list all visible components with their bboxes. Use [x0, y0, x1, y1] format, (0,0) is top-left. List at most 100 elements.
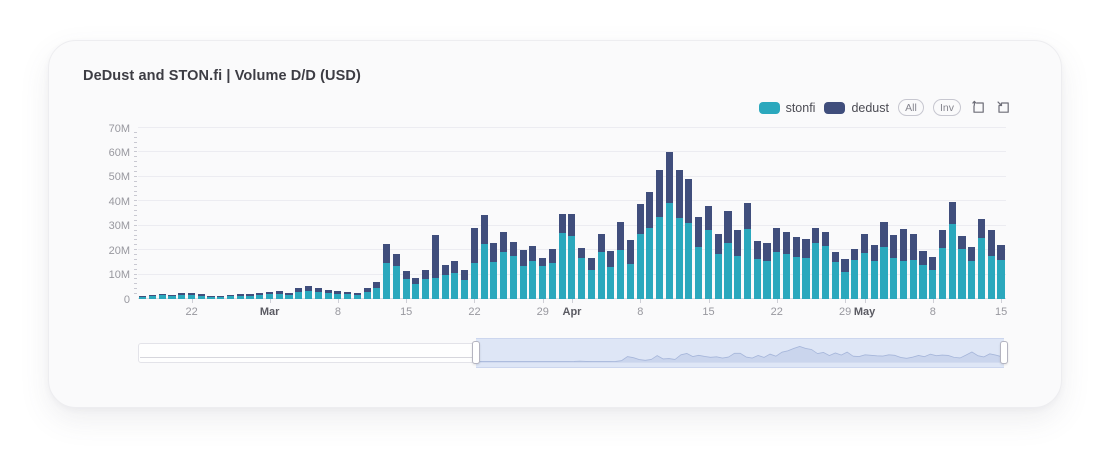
datazoom-left-handle[interactable] [471, 341, 480, 364]
bar-apr-17[interactable] [724, 211, 732, 299]
bar-feb-20[interactable] [168, 294, 176, 299]
bar-apr-24[interactable] [792, 236, 800, 299]
bar-apr-11[interactable] [665, 151, 673, 299]
bar-feb-25[interactable] [217, 295, 225, 299]
bar-feb-24[interactable] [207, 295, 215, 299]
bar-mar-23[interactable] [480, 215, 488, 299]
bar-apr-29[interactable] [841, 259, 849, 299]
bar-apr-13[interactable] [685, 179, 693, 299]
bar-may-14[interactable] [987, 230, 995, 299]
bar-mar-26[interactable] [509, 242, 517, 299]
bar-apr-16[interactable] [714, 234, 722, 299]
bar-mar-27[interactable] [519, 250, 527, 299]
bar-may-7[interactable] [919, 251, 927, 299]
bar-mar-9[interactable] [344, 291, 352, 299]
bar-apr-15[interactable] [704, 206, 712, 299]
bar-mar-11[interactable] [363, 287, 371, 299]
bar-mar-13[interactable] [383, 243, 391, 299]
bar-may-10[interactable] [948, 201, 956, 299]
bar-feb-28[interactable] [246, 294, 254, 299]
box-select-zoom-button[interactable] [970, 100, 986, 116]
bar-mar-14[interactable] [392, 253, 400, 299]
bar-may-6[interactable] [909, 233, 917, 299]
bar-mar-29[interactable] [539, 257, 547, 299]
bar-feb-23[interactable] [197, 294, 205, 299]
bar-apr-9[interactable] [646, 191, 654, 299]
bar-apr-7[interactable] [626, 240, 634, 299]
bar-apr-25[interactable] [802, 239, 810, 299]
legend-item-stonfi[interactable]: stonfi [758, 101, 815, 115]
bar-mar-7[interactable] [324, 289, 332, 299]
bar-apr-27[interactable] [821, 231, 830, 299]
bar-mar-1[interactable] [265, 292, 274, 299]
bar-apr-2[interactable] [578, 247, 586, 299]
bar-mar-28[interactable] [529, 246, 537, 299]
legend-item-dedust[interactable]: dedust [824, 101, 889, 115]
bar-mar-24[interactable] [490, 242, 498, 299]
bar-mar-20[interactable] [451, 261, 459, 299]
bar-apr-14[interactable] [695, 217, 703, 299]
bar-apr-22[interactable] [773, 227, 781, 299]
bar-mar-19[interactable] [441, 265, 449, 299]
bar-apr-1[interactable] [568, 214, 576, 299]
bar-feb-21[interactable] [178, 293, 186, 299]
bar-may-9[interactable] [938, 230, 947, 299]
bar-may-11[interactable] [958, 235, 966, 299]
restore-zoom-button[interactable] [995, 100, 1011, 116]
bar-may-4[interactable] [890, 235, 898, 299]
bar-apr-28[interactable] [831, 251, 839, 299]
bar-feb-26[interactable] [226, 294, 235, 299]
bar-mar-5[interactable] [304, 285, 313, 299]
bar-mar-3[interactable] [285, 292, 293, 299]
inv-button[interactable]: Inv [932, 99, 961, 116]
bar-may-8[interactable] [929, 256, 937, 299]
bar-apr-18[interactable] [734, 230, 742, 299]
bar-mar-22[interactable] [470, 228, 478, 299]
bar-feb-17[interactable] [139, 295, 147, 299]
bar-feb-29[interactable] [256, 293, 264, 299]
bar-apr-30[interactable] [851, 249, 859, 299]
datazoom-window[interactable] [475, 338, 1005, 368]
datazoom-right-handle[interactable] [1000, 341, 1009, 364]
bar-may-15[interactable] [997, 245, 1005, 299]
bar-may-1[interactable] [860, 233, 869, 299]
bar-may-5[interactable] [899, 229, 908, 299]
bar-apr-8[interactable] [636, 204, 644, 299]
bar-apr-20[interactable] [753, 241, 761, 299]
bar-apr-3[interactable] [587, 257, 595, 299]
bar-mar-30[interactable] [548, 248, 556, 299]
bar-apr-4[interactable] [597, 233, 605, 299]
bar-apr-6[interactable] [617, 222, 625, 299]
bar-apr-5[interactable] [607, 251, 615, 299]
bar-mar-4[interactable] [295, 288, 303, 299]
bar-mar-15[interactable] [402, 270, 410, 299]
bar-mar-21[interactable] [461, 269, 469, 299]
bar-feb-19[interactable] [158, 293, 166, 299]
datazoom-slider[interactable] [138, 337, 1009, 369]
bar-may-13[interactable] [977, 219, 986, 299]
bar-may-12[interactable] [968, 246, 976, 299]
bar-apr-12[interactable] [675, 169, 683, 299]
bar-apr-26[interactable] [812, 228, 820, 299]
bar-mar-12[interactable] [373, 281, 381, 299]
bar-may-2[interactable] [870, 245, 878, 299]
bar-mar-17[interactable] [422, 270, 430, 299]
bar-mar-25[interactable] [500, 231, 508, 299]
bar-feb-27[interactable] [236, 294, 244, 299]
bar-mar-2[interactable] [275, 290, 283, 299]
bar-apr-21[interactable] [763, 242, 771, 299]
bar-feb-22[interactable] [187, 292, 196, 299]
bar-mar-6[interactable] [314, 288, 322, 299]
all-button[interactable]: All [897, 99, 924, 116]
bar-mar-31[interactable] [558, 214, 566, 299]
bar-may-3[interactable] [880, 221, 888, 299]
bar-apr-23[interactable] [782, 231, 791, 299]
bar-mar-16[interactable] [412, 278, 420, 299]
bar-feb-18[interactable] [148, 295, 157, 299]
bar-apr-10[interactable] [656, 169, 664, 299]
bar-mar-10[interactable] [353, 292, 361, 299]
bar-apr-19[interactable] [743, 202, 751, 299]
bar-mar-18[interactable] [431, 235, 439, 299]
bar-mar-8[interactable] [334, 291, 342, 299]
stonfi-segment [353, 295, 361, 299]
